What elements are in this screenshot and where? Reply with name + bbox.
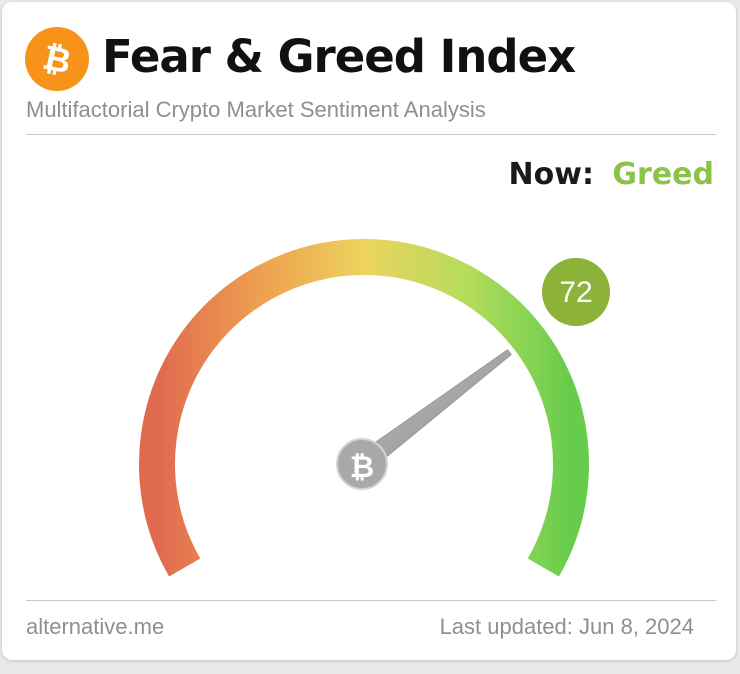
now-label: Now: [508,157,594,192]
footer-divider [26,600,716,601]
source-link[interactable]: alternative.me [26,614,165,639]
page-title: Fear & Greed Index [102,30,576,83]
hub-bitcoin-icon: ₿ [350,450,374,485]
current-sentiment: Now: Greed [509,157,714,192]
gauge-value: 72 [559,276,592,309]
fear-greed-card: ₿ Fear & Greed Index Multifactorial Cryp… [2,2,736,660]
gauge-arc [139,239,589,577]
sentiment-value: Greed [612,157,714,192]
value-badge: 72 [542,258,610,326]
bitcoin-logo-icon: ₿ [25,27,89,91]
header-divider [26,134,716,135]
gauge-hub: ₿ [336,438,388,490]
page-subtitle: Multifactorial Crypto Market Sentiment A… [26,97,486,122]
last-updated: Last updated: Jun 8, 2024 [439,614,694,639]
